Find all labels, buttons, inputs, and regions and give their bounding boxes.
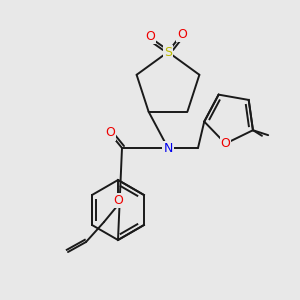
Text: O: O <box>220 137 230 150</box>
Text: S: S <box>164 46 172 59</box>
Text: O: O <box>105 127 115 140</box>
Text: N: N <box>163 142 173 154</box>
Text: O: O <box>113 194 123 206</box>
Text: O: O <box>177 28 187 40</box>
Text: O: O <box>145 29 155 43</box>
